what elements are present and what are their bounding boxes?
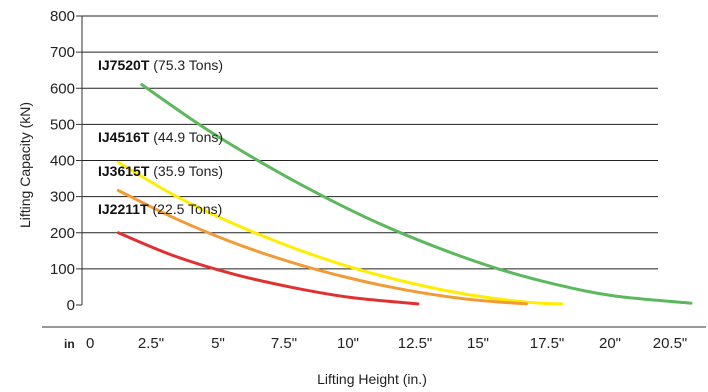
series-line-ij7520t (140, 83, 693, 305)
y-tick-label: 500 (50, 116, 75, 133)
series-label-ij4516t: IJ4516T (44.9 Tons) (98, 129, 223, 145)
series-label-ij2211t: IJ2211T (22.5 Tons) (98, 201, 222, 217)
series-label-ij3615t: IJ3615T (35.9 Tons) (98, 163, 223, 179)
series-tons: (44.9 Tons) (149, 129, 223, 145)
x-unit-label: in (64, 337, 75, 351)
x-tick-label: 20" (599, 335, 621, 352)
y-tick-label: 400 (50, 153, 75, 170)
x-tick-label: 2.5" (138, 335, 164, 352)
series-name: IJ4516T (98, 129, 150, 145)
y-tick-label: 200 (50, 225, 75, 242)
series-labels: IJ7520T (75.3 Tons)IJ4516T (44.9 Tons)IJ… (98, 57, 223, 217)
series-name: IJ3615T (98, 163, 150, 179)
series-label-ij7520t: IJ7520T (75.3 Tons) (98, 57, 223, 73)
y-tick-label: 300 (50, 189, 75, 206)
x-tick-label: 5" (211, 335, 225, 352)
x-tick-label: 17.5" (530, 335, 565, 352)
x-axis-title: Lifting Height (in.) (317, 371, 427, 387)
series-curves (116, 83, 693, 306)
x-tick-label: 15" (467, 335, 489, 352)
series-name: IJ7520T (98, 57, 150, 73)
series-tons: (75.3 Tons) (149, 57, 223, 73)
x-tick-labels: 0 2.5" 5" 7.5" 10" 12.5" 15" 17.5" 20" 20.5" (86, 335, 687, 352)
x-tick-label: 10" (337, 335, 359, 352)
series-tons: (35.9 Tons) (149, 163, 223, 179)
y-tick-label: 0 (67, 297, 75, 314)
x-tick-label: 12.5" (398, 335, 433, 352)
y-tick-labels: 0 100 200 300 400 500 600 700 800 (50, 8, 82, 314)
series-line-ij4516t (116, 160, 564, 306)
y-tick-label: 700 (50, 44, 75, 61)
x-tick-label: 20.5" (653, 335, 688, 352)
series-line-ij3615t (116, 188, 528, 306)
series-tons: (22.5 Tons) (149, 201, 223, 217)
x-tick-label: 0 (86, 335, 94, 352)
series-name: IJ2211T (98, 201, 149, 217)
y-tick-label: 600 (50, 80, 75, 97)
y-tick-label: 100 (50, 261, 75, 278)
y-axis-title: Lifting Capacity (kN) (17, 102, 33, 228)
series-line-ij2211t (116, 231, 420, 306)
x-tick-label: 7.5" (271, 335, 297, 352)
y-tick-label: 800 (50, 8, 75, 25)
